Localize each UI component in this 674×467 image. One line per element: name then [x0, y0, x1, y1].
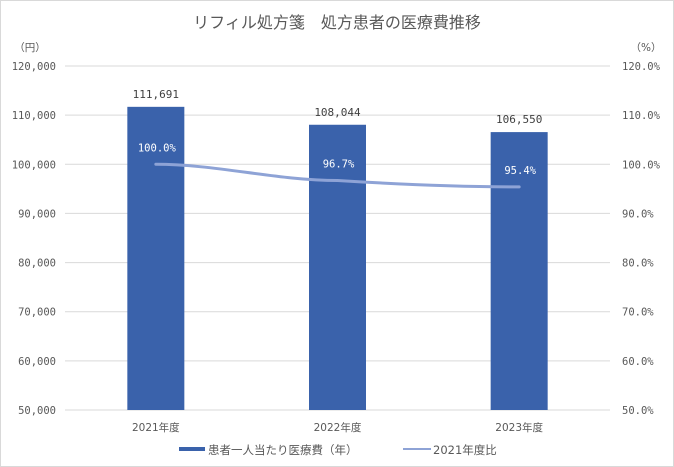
- bar-data-label: 111,691: [133, 88, 179, 101]
- series-line: [154, 162, 521, 189]
- line-data-label: 95.4%: [504, 165, 536, 177]
- right-tick-label: 50.0%: [622, 405, 654, 417]
- bar: [309, 124, 366, 411]
- right-tick-label: 80.0%: [622, 258, 654, 270]
- right-tick-label: 110.0%: [622, 110, 661, 122]
- bar: [490, 132, 548, 410]
- line-data-label: 100.0%: [138, 142, 177, 154]
- left-tick-label: 120,000: [12, 61, 56, 73]
- left-tick-label: 100,000: [12, 159, 56, 171]
- legend: 患者一人当たり医療費（年） 2021年度比: [179, 443, 497, 457]
- legend-swatch-line: [403, 448, 431, 450]
- right-tick-label: 90.0%: [622, 208, 654, 220]
- x-tick-label: 2022年度: [314, 421, 362, 434]
- x-tick-label: 2023年度: [495, 421, 543, 434]
- left-tick-label: 80,000: [18, 258, 56, 270]
- right-tick-label: 60.0%: [622, 356, 654, 368]
- right-tick-label: 70.0%: [622, 307, 654, 319]
- legend-swatch-bar: [179, 447, 205, 451]
- right-tick-label: 120.0%: [622, 61, 661, 73]
- left-tick-label: 70,000: [18, 307, 56, 319]
- chart-title: リフィル処方箋 処方患者の医療費推移: [193, 13, 481, 32]
- x-tick-label: 2021年度: [132, 421, 180, 434]
- right-axis-unit: （%）: [631, 42, 662, 54]
- legend-label-bar: 患者一人当たり医療費（年）: [208, 443, 358, 457]
- left-tick-label: 50,000: [18, 405, 56, 417]
- left-tick-label: 90,000: [18, 208, 56, 220]
- right-tick-label: 100.0%: [622, 159, 661, 171]
- bar-data-label: 106,550: [496, 113, 542, 126]
- line-data-label: 96.7%: [323, 159, 355, 171]
- legend-label-line: 2021年度比: [433, 443, 497, 457]
- left-tick-label: 110,000: [12, 110, 56, 122]
- left-tick-label: 60,000: [18, 356, 56, 368]
- left-axis-unit: （円）: [14, 42, 46, 54]
- bar-data-label: 108,044: [314, 106, 361, 119]
- bar: [127, 106, 185, 411]
